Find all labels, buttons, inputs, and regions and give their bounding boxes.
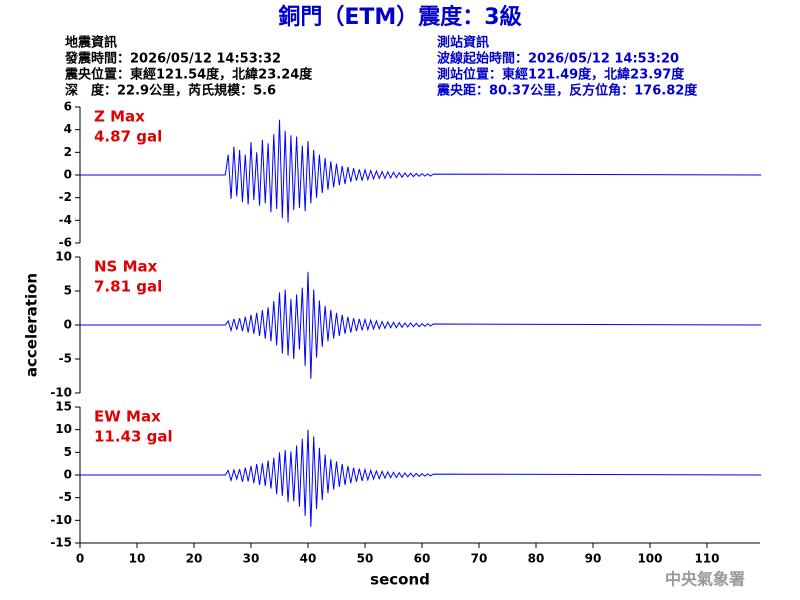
y-tick-label: -10 [50, 513, 72, 527]
y-tick-label: 10 [55, 422, 72, 436]
info-line: 震央位置：東經121.54度，北緯23.24度 [64, 67, 313, 83]
y-tick-label: 10 [55, 250, 72, 264]
y-tick-label: 6 [64, 100, 72, 114]
y-tick-label: 5 [64, 445, 72, 459]
annotation: EW Max [94, 408, 161, 426]
station-line: 測站位置：東經121.49度，北緯23.97度 [437, 67, 685, 83]
x-tick-label: 110 [694, 552, 719, 566]
max-label: 11.43 gal [94, 428, 173, 446]
y-tick-label: 5 [64, 284, 72, 298]
footer-logo: 中央氣象署 [665, 570, 745, 589]
x-tick-label: 30 [243, 552, 260, 566]
x-tick-label: 20 [186, 552, 203, 566]
y-tick-label: 0 [64, 168, 72, 182]
station-line: 波線起始時間：2026/05/12 14:53:20 [437, 51, 679, 67]
waveform [80, 119, 762, 223]
y-tick-label: -5 [59, 352, 72, 366]
max-label: 4.87 gal [94, 128, 162, 146]
info-line: 深 度：22.9公里，芮氏規模：5.6 [65, 83, 276, 99]
annotation: Z Max [94, 108, 145, 126]
chart-title: 銅門（ETM）震度：3級 [278, 4, 521, 30]
y-tick-label: -6 [59, 236, 72, 250]
info-line: 地震資訊 [65, 35, 117, 51]
y-axis-label: acceleration [23, 273, 41, 377]
x-tick-label: 50 [357, 552, 374, 566]
x-axis-label: second [370, 571, 430, 589]
y-tick-label: 0 [64, 318, 72, 332]
waveform [80, 429, 762, 527]
x-tick-label: 40 [300, 552, 317, 566]
y-tick-label: -15 [50, 536, 72, 550]
y-tick-label: 4 [64, 122, 72, 136]
x-tick-label: 100 [637, 552, 662, 566]
waveform [80, 271, 762, 379]
station-line: 測站資訊 [437, 35, 489, 51]
y-tick-label: 0 [64, 468, 72, 482]
max-label: 7.81 gal [94, 278, 162, 296]
x-tick-label: 70 [471, 552, 488, 566]
x-tick-label: 0 [76, 552, 84, 566]
x-tick-label: 90 [585, 552, 602, 566]
x-tick-label: 80 [528, 552, 545, 566]
x-tick-label: 10 [129, 552, 146, 566]
y-tick-label: -10 [50, 386, 72, 400]
y-tick-label: 2 [64, 145, 72, 159]
y-tick-label: -5 [59, 490, 72, 504]
annotation: NS Max [94, 258, 158, 276]
x-tick-label: 60 [414, 552, 431, 566]
y-tick-label: -2 [59, 190, 72, 204]
y-tick-label: -4 [59, 213, 72, 227]
y-tick-label: 15 [55, 400, 72, 414]
info-line: 發震時間：2026/05/12 14:53:32 [64, 51, 281, 67]
station-line: 震央距：80.37公里，反方位角：176.82度 [436, 83, 698, 99]
